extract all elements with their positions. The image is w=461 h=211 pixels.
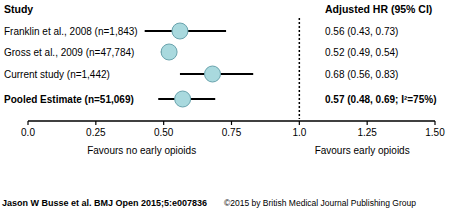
marks (145, 23, 254, 107)
study-label: Gross et al., 2009 (n=47,784) (4, 47, 134, 58)
x-tick (367, 121, 368, 125)
x-tick-label: 1.0 (292, 127, 306, 138)
study-label: Pooled Estimate (n=51,069) (4, 94, 134, 105)
x-tick-label: 0.0 (21, 127, 35, 138)
point-estimate (161, 44, 177, 60)
study-label: Franklin et al., 2008 (n=1,843) (4, 26, 138, 37)
forest-plot: Study Adjusted HR (95% CI) Franklin et al.… (0, 0, 461, 211)
x-tick-label: 1.25 (357, 127, 377, 138)
x-tick (434, 121, 435, 125)
copyright: ©2015 by British Medical Journal Publish… (224, 198, 416, 208)
reference-line (299, 18, 301, 119)
x-tick-label: 0.25 (86, 127, 106, 138)
point-estimate (172, 23, 188, 39)
x-tick (163, 121, 164, 125)
x-tick (95, 121, 96, 125)
x-tick-label: 0.75 (222, 127, 242, 138)
point-estimate (205, 66, 221, 82)
hr-label: 0.57 (0.48, 0.69; I²=75%) (325, 94, 436, 105)
column-header: Study (4, 3, 33, 15)
hr-label: 0.56 (0.43, 0.73) (325, 26, 398, 37)
point-estimate (175, 91, 191, 107)
hr-label: 0.52 (0.49, 0.54) (325, 47, 398, 58)
annotation: Favours no early opioids (87, 145, 196, 156)
citation: Jason W Busse et al. BMJ Open 2015;5:e00… (2, 198, 207, 208)
x-tick-label: 1.50 (425, 127, 445, 138)
annotation: Favours early opioids (315, 145, 410, 156)
hr-label: 0.68 (0.56, 0.83) (325, 69, 398, 80)
x-tick-label: 0.50 (154, 127, 174, 138)
study-label: Current study (n=1,442) (4, 69, 110, 80)
column-header: Adjusted HR (95% CI) (325, 3, 432, 15)
x-tick (27, 121, 28, 125)
footer-bg (0, 193, 461, 211)
x-tick (299, 121, 300, 125)
x-tick (231, 121, 232, 125)
